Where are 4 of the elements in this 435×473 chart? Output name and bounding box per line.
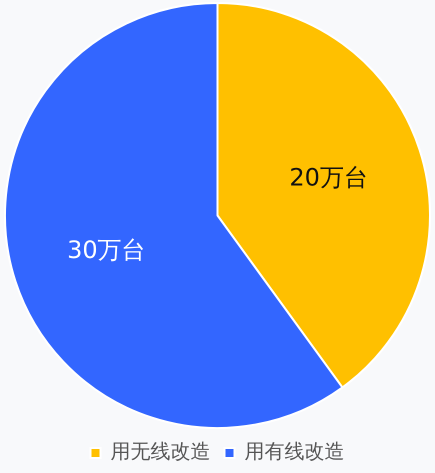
legend-label: 用无线改造 <box>110 439 210 464</box>
legend-label: 用有线改造 <box>244 439 344 464</box>
data-label: 30万台 <box>67 236 146 264</box>
data-label: 20万台 <box>289 164 368 192</box>
